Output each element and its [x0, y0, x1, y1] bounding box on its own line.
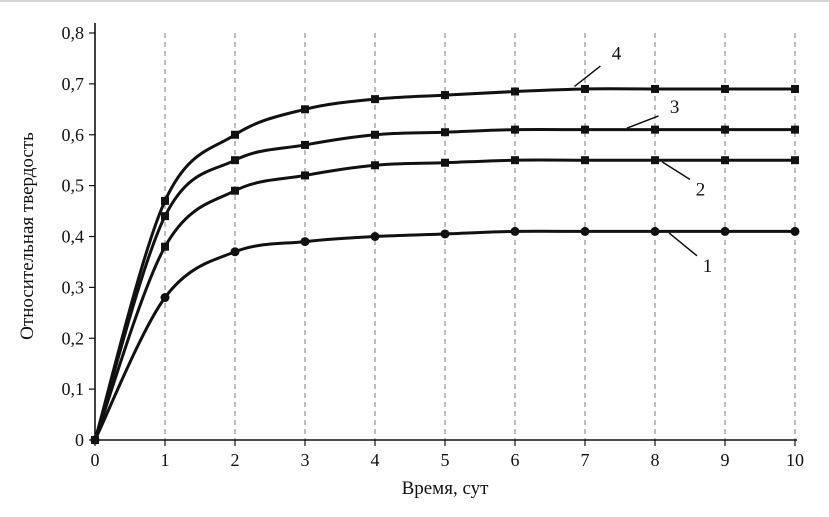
x-tick-label: 7: [581, 450, 590, 470]
marker-square-series-2: [581, 156, 589, 165]
x-tick-label: 9: [721, 450, 730, 470]
curve-4: [93, 87, 797, 442]
marker-square-series-2: [301, 171, 309, 180]
y-tick-label: 0,2: [62, 328, 85, 348]
annotation-leader-2: [661, 161, 691, 181]
top-divider: [0, 0, 829, 2]
curve-3: [93, 127, 797, 442]
marker-circle-series-1: [440, 229, 450, 239]
curve-1: [93, 229, 797, 442]
marker-circle-series-1: [370, 232, 380, 241]
marker-square-series-3: [301, 140, 309, 149]
marker-square-series-2: [231, 186, 239, 195]
annotation-label-2: 2: [696, 180, 706, 201]
marker-circle-series-1: [720, 226, 730, 236]
x-tick-label: 8: [651, 450, 660, 470]
y-tick-label: 0,7: [62, 74, 85, 94]
annotation-label-1: 1: [703, 256, 713, 277]
marker-square-series-4: [581, 84, 589, 93]
marker-square-series-4: [91, 436, 99, 444]
marker-circle-series-1: [510, 226, 520, 236]
marker-square-series-3: [231, 156, 239, 165]
marker-square-series-3: [581, 125, 589, 134]
y-axis-title: Относительная твердость: [17, 132, 38, 340]
marker-square-series-3: [721, 125, 729, 134]
marker-square-series-3: [511, 125, 519, 134]
curve-2: [93, 158, 797, 442]
marker-square-series-4: [651, 84, 659, 93]
marker-square-series-3: [161, 212, 169, 221]
marker-square-series-4: [301, 105, 309, 114]
marker-square-series-4: [371, 95, 379, 104]
marker-square-series-4: [721, 84, 729, 93]
marker-square-series-3: [651, 125, 659, 134]
marker-square-series-3: [791, 125, 799, 134]
x-tick-label: 6: [511, 450, 520, 470]
marker-circle-series-1: [300, 237, 310, 247]
y-tick-label: 0,3: [62, 277, 85, 297]
marker-circle-series-1: [580, 226, 590, 236]
marker-square-series-4: [791, 84, 799, 93]
x-tick-label: 1: [161, 450, 170, 470]
x-tick-label: 4: [371, 450, 380, 470]
marker-square-series-2: [721, 156, 729, 165]
y-tick-label: 0,6: [62, 125, 85, 145]
y-tick-label: 0: [75, 430, 84, 450]
marker-square-series-4: [441, 91, 449, 100]
annotation-label-3: 3: [670, 97, 680, 118]
marker-square-series-3: [441, 128, 449, 137]
x-tick-label: 0: [91, 450, 100, 470]
annotation-leader-3: [626, 115, 659, 129]
marker-circle-series-1: [790, 226, 800, 236]
marker-circle-series-1: [230, 247, 240, 257]
annotation-label-4: 4: [612, 43, 622, 64]
annotation-leader-4: [574, 65, 601, 88]
annotation-leader-1: [668, 232, 698, 257]
x-axis-title: Время, сут: [401, 478, 489, 499]
marker-square-series-3: [371, 130, 379, 139]
marker-circle-series-1: [160, 293, 170, 303]
y-tick-label: 0,5: [62, 176, 85, 196]
x-tick-label: 5: [441, 450, 450, 470]
x-tick-label: 10: [786, 450, 804, 470]
marker-square-series-2: [441, 158, 449, 167]
marker-circle-series-1: [650, 226, 660, 236]
marker-square-series-4: [511, 87, 519, 96]
marker-square-series-2: [791, 156, 799, 165]
marker-square-series-2: [371, 161, 379, 170]
marker-square-series-4: [231, 130, 239, 139]
y-tick-label: 0,1: [62, 379, 85, 399]
x-tick-label: 2: [231, 450, 240, 470]
x-tick-label: 3: [301, 450, 310, 470]
marker-square-series-2: [511, 156, 519, 165]
y-tick-label: 0,4: [62, 227, 85, 247]
marker-square-series-2: [651, 156, 659, 165]
marker-square-series-4: [161, 196, 169, 205]
marker-square-series-2: [161, 242, 169, 251]
y-tick-label: 0,8: [62, 23, 85, 43]
